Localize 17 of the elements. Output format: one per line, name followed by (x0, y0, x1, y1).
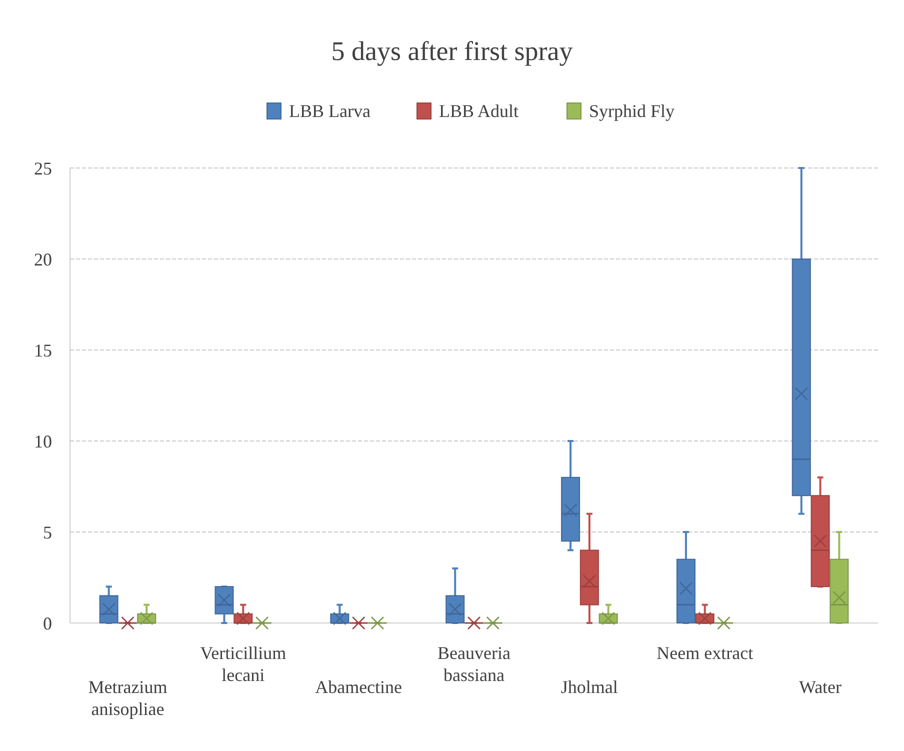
x-tick-label: Jholmal (560, 677, 618, 697)
legend-label: LBB Larva (289, 101, 370, 121)
y-tick-label: 20 (34, 249, 52, 270)
legend-label: Syrphid Fly (589, 101, 675, 121)
y-tick-label: 25 (34, 158, 52, 178)
y-tick-label: 0 (43, 613, 52, 634)
x-tick-label: Verticillium lecani (200, 643, 286, 685)
x-tick-label: Neem extract (656, 643, 754, 663)
x-tick-label: Water (799, 677, 842, 697)
y-tick-label: 10 (34, 431, 52, 452)
chart-title: 5 days after first spray (331, 36, 574, 66)
y-tick-label: 15 (34, 340, 52, 360)
y-tick-label: 5 (43, 522, 52, 542)
x-tick-label: Metrazium anisopliae (88, 677, 168, 719)
x-tick-label: Abamectine (315, 677, 402, 697)
legend-label: LBB Adult (439, 101, 519, 121)
x-tick-label: Beauveria bassiana (438, 643, 510, 685)
